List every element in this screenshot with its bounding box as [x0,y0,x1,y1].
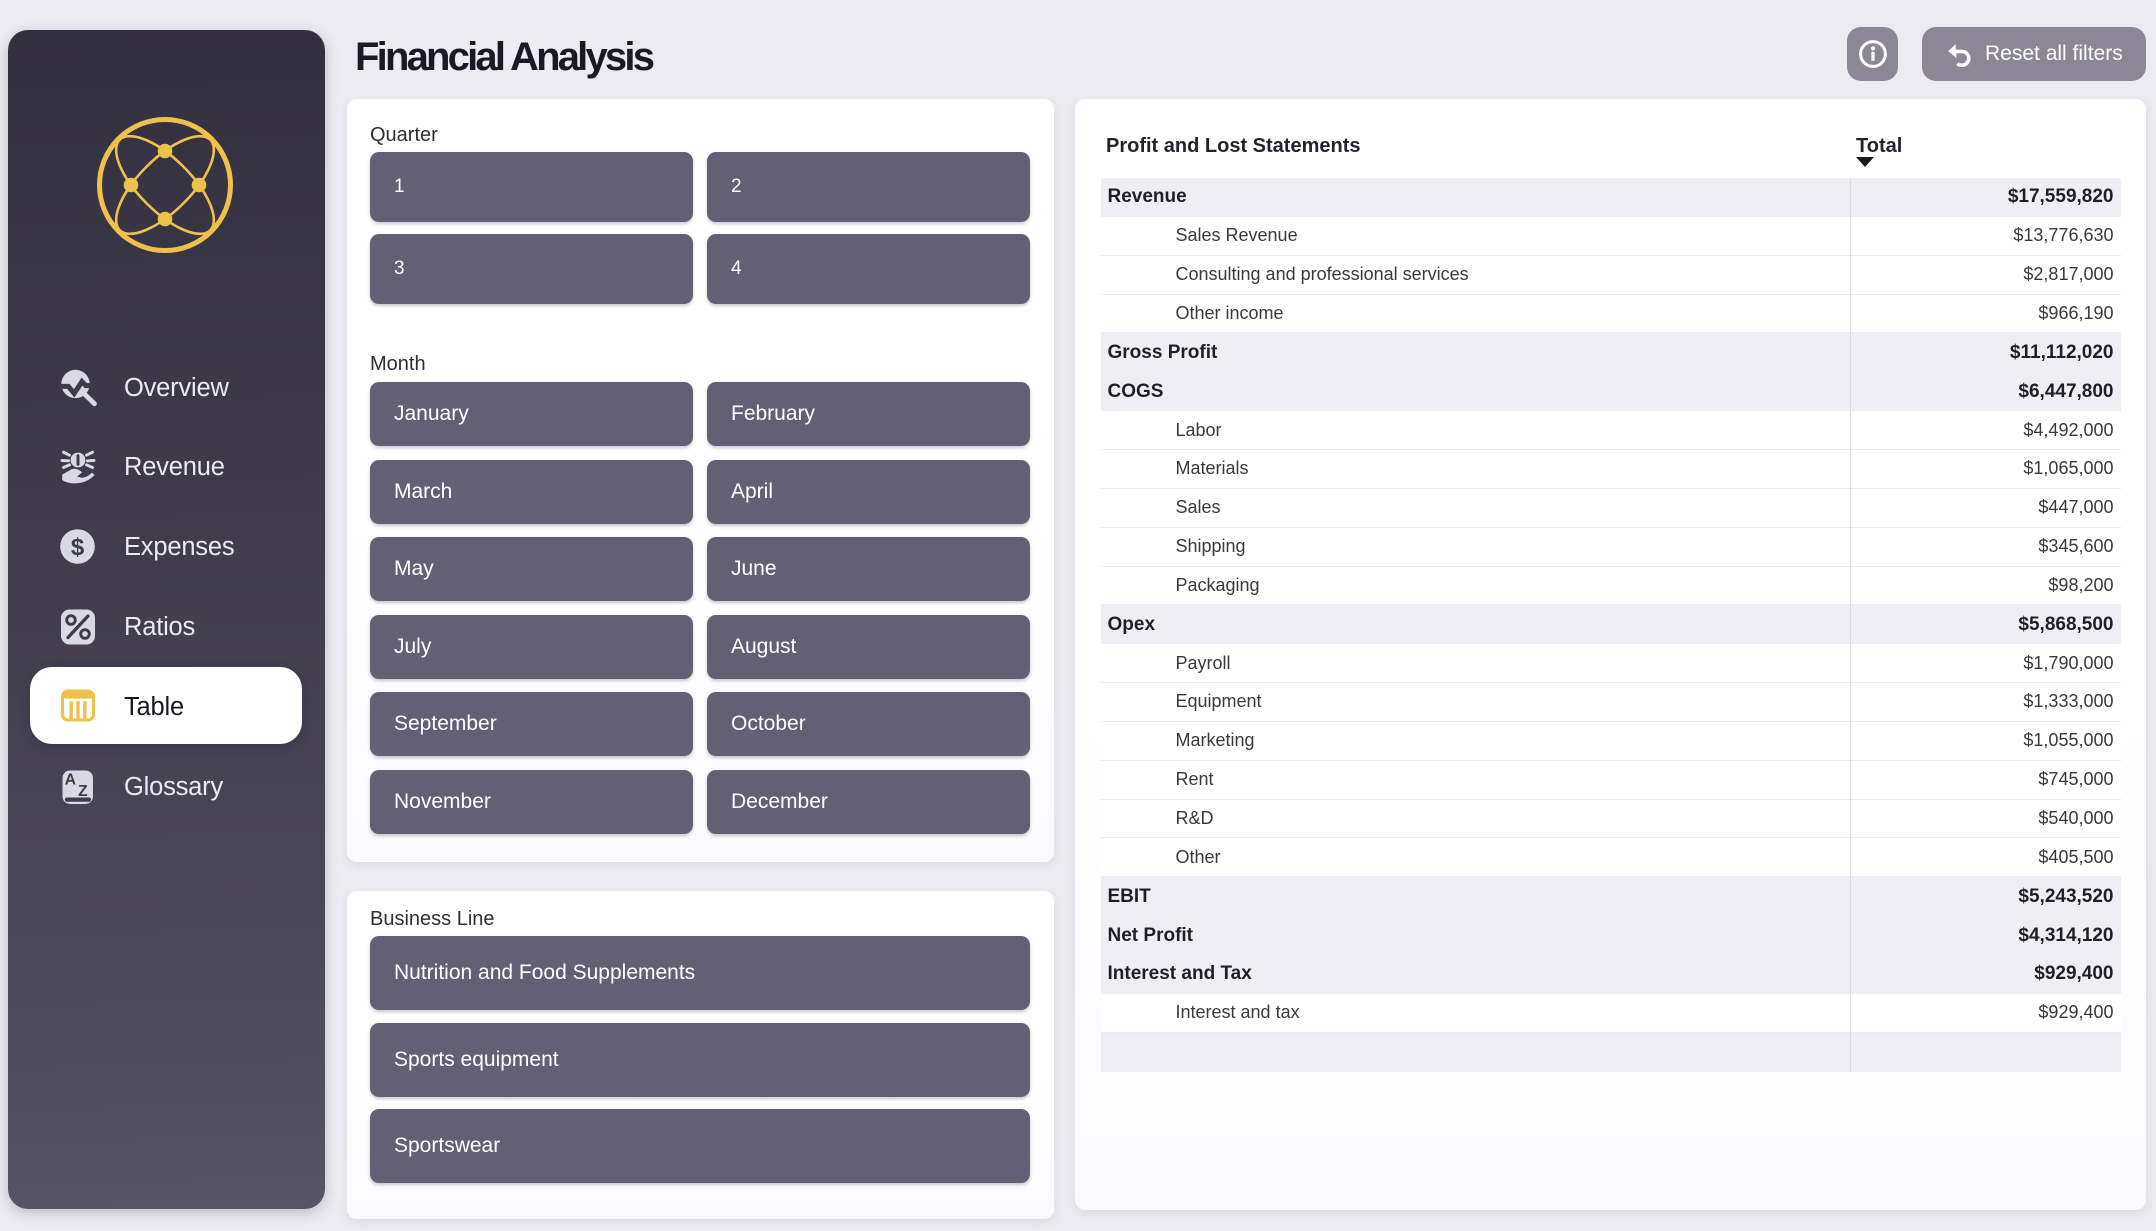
svg-text:Z: Z [78,782,88,799]
svg-text:$: $ [71,534,85,561]
svg-text:A: A [65,771,76,788]
